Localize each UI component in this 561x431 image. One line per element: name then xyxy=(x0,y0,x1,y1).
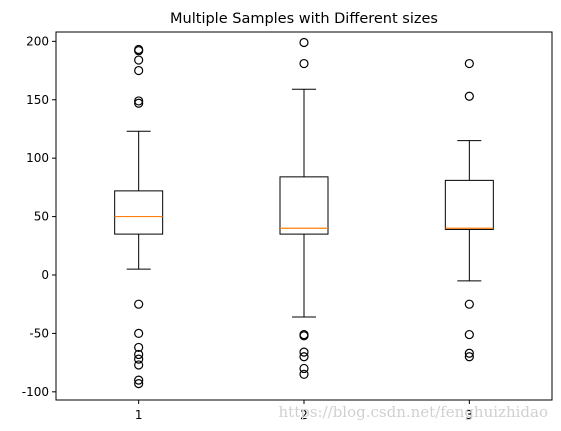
y-tick-label: 150 xyxy=(26,93,49,107)
outlier-point xyxy=(299,331,309,341)
outlier-point xyxy=(299,352,309,362)
outlier-point xyxy=(134,375,144,385)
y-tick-label: 200 xyxy=(26,34,49,48)
outlier-point xyxy=(299,369,309,379)
box-iqr xyxy=(114,190,164,235)
watermark-text: https://blog.csdn.net/fenghuizhidao xyxy=(279,403,548,421)
outlier-point xyxy=(299,363,309,374)
outlier-point xyxy=(134,379,144,389)
x-tick-label: 3 xyxy=(466,408,474,422)
outlier-point xyxy=(134,360,144,370)
outlier-point xyxy=(134,96,144,106)
outlier-point xyxy=(134,65,144,76)
outlier-point xyxy=(464,329,474,340)
outlier-point xyxy=(134,328,144,339)
box-iqr xyxy=(444,179,494,230)
outlier-point xyxy=(299,58,309,69)
outlier-point xyxy=(134,98,144,108)
x-tick-label: 2 xyxy=(300,408,308,422)
x-tick-label: 1 xyxy=(135,408,143,422)
outlier-point xyxy=(134,342,144,353)
outlier-point xyxy=(134,55,144,65)
outlier-point xyxy=(134,349,144,360)
outlier-point xyxy=(134,299,144,309)
outlier-point xyxy=(464,58,474,69)
chart-title: Multiple Samples with Different sizes xyxy=(170,11,438,27)
outlier-point xyxy=(464,91,474,101)
outlier-point xyxy=(464,352,474,362)
outlier-point xyxy=(299,347,309,357)
outlier-point xyxy=(299,37,309,48)
plot-area: 200 150 100 50 0 -50 -100 1 2 3 xyxy=(22,34,494,422)
y-tick-label: 100 xyxy=(26,151,49,165)
outlier-point xyxy=(134,46,144,56)
y-tick-label: -50 xyxy=(29,326,49,340)
axes-frame xyxy=(55,31,553,401)
outlier-point xyxy=(464,299,474,309)
y-tick-label: 0 xyxy=(41,268,49,282)
y-tick-label: -100 xyxy=(22,385,49,399)
outlier-point xyxy=(464,348,474,358)
outlier-point xyxy=(134,354,144,364)
y-tick-label: 50 xyxy=(34,210,49,224)
box-iqr xyxy=(279,176,329,235)
